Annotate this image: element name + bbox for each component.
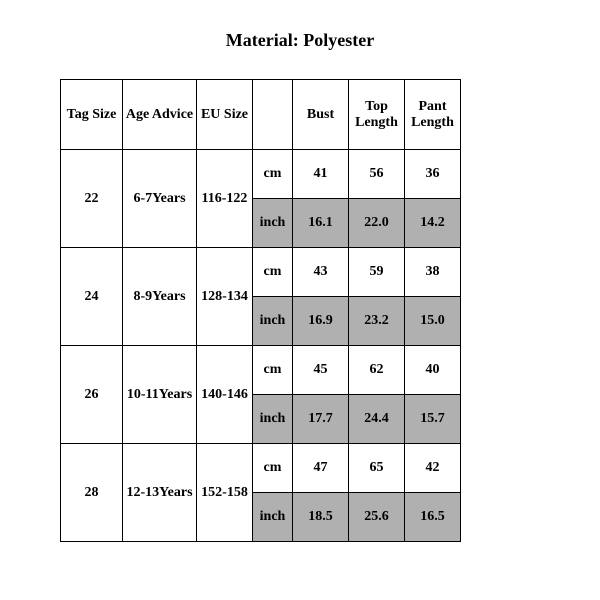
cell-eu-size: 140-146 — [197, 346, 253, 444]
cell-pant-length: 40 — [405, 346, 461, 395]
page-title: Material: Polyester — [0, 30, 600, 51]
cell-top-length: 22.0 — [349, 199, 405, 248]
col-eu-size: EU Size — [197, 80, 253, 150]
table-row: 248-9Years128-134cm435938 — [61, 248, 461, 297]
cell-bust: 18.5 — [293, 493, 349, 542]
cell-unit: inch — [253, 395, 293, 444]
col-unit — [253, 80, 293, 150]
cell-top-length: 65 — [349, 444, 405, 493]
cell-tag-size: 28 — [61, 444, 123, 542]
table-row: 2812-13Years152-158cm476542 — [61, 444, 461, 493]
cell-top-length: 56 — [349, 150, 405, 199]
table-header-row: Tag Size Age Advice EU Size Bust Top Len… — [61, 80, 461, 150]
cell-bust: 43 — [293, 248, 349, 297]
cell-unit: inch — [253, 297, 293, 346]
cell-bust: 17.7 — [293, 395, 349, 444]
cell-unit: cm — [253, 248, 293, 297]
size-chart-table: Tag Size Age Advice EU Size Bust Top Len… — [60, 79, 461, 542]
cell-age-advice: 10-11Years — [123, 346, 197, 444]
cell-pant-length: 16.5 — [405, 493, 461, 542]
cell-age-advice: 12-13Years — [123, 444, 197, 542]
cell-top-length: 23.2 — [349, 297, 405, 346]
cell-bust: 41 — [293, 150, 349, 199]
cell-bust: 47 — [293, 444, 349, 493]
cell-pant-length: 15.0 — [405, 297, 461, 346]
cell-age-advice: 6-7Years — [123, 150, 197, 248]
table-row: 226-7Years116-122cm415636 — [61, 150, 461, 199]
cell-top-length: 24.4 — [349, 395, 405, 444]
cell-tag-size: 22 — [61, 150, 123, 248]
table-row: 2610-11Years140-146cm456240 — [61, 346, 461, 395]
cell-eu-size: 152-158 — [197, 444, 253, 542]
cell-unit: inch — [253, 199, 293, 248]
col-tag-size: Tag Size — [61, 80, 123, 150]
cell-bust: 16.1 — [293, 199, 349, 248]
cell-pant-length: 15.7 — [405, 395, 461, 444]
cell-bust: 45 — [293, 346, 349, 395]
cell-unit: cm — [253, 444, 293, 493]
cell-pant-length: 36 — [405, 150, 461, 199]
cell-unit: inch — [253, 493, 293, 542]
cell-eu-size: 116-122 — [197, 150, 253, 248]
cell-pant-length: 38 — [405, 248, 461, 297]
col-age-advice: Age Advice — [123, 80, 197, 150]
cell-top-length: 62 — [349, 346, 405, 395]
col-top-length: Top Length — [349, 80, 405, 150]
col-pant-length: Pant Length — [405, 80, 461, 150]
cell-top-length: 25.6 — [349, 493, 405, 542]
cell-pant-length: 14.2 — [405, 199, 461, 248]
cell-eu-size: 128-134 — [197, 248, 253, 346]
cell-age-advice: 8-9Years — [123, 248, 197, 346]
cell-pant-length: 42 — [405, 444, 461, 493]
cell-bust: 16.9 — [293, 297, 349, 346]
cell-unit: cm — [253, 150, 293, 199]
cell-tag-size: 24 — [61, 248, 123, 346]
cell-unit: cm — [253, 346, 293, 395]
cell-top-length: 59 — [349, 248, 405, 297]
cell-tag-size: 26 — [61, 346, 123, 444]
col-bust: Bust — [293, 80, 349, 150]
